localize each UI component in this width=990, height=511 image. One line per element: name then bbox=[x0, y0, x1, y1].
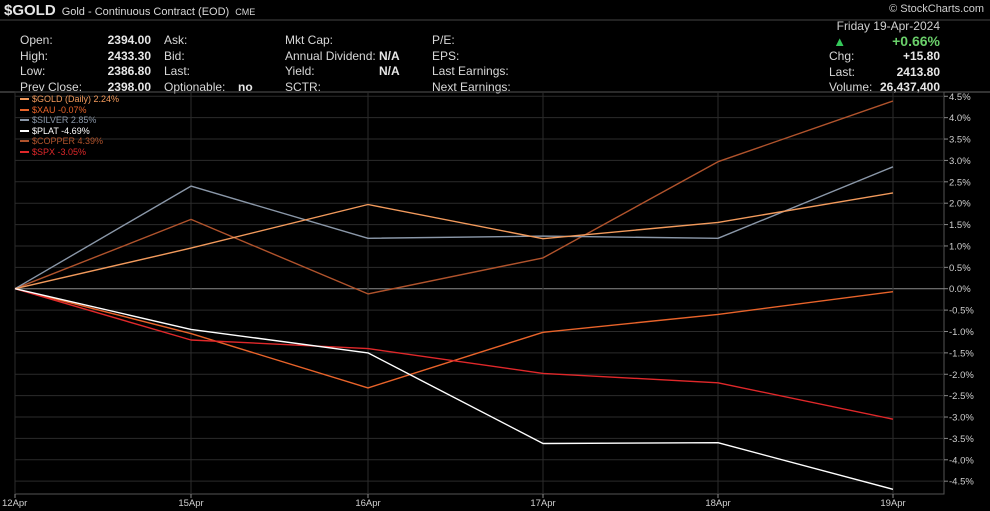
legend-swatch bbox=[20, 108, 29, 111]
legend-item[interactable]: $COPPER 4.39% bbox=[20, 136, 119, 147]
legend-item[interactable]: $SILVER 2.85% bbox=[20, 115, 119, 126]
y-tick-label: 1.0% bbox=[949, 241, 971, 252]
contract-description: Gold - Continuous Contract (EOD) bbox=[61, 6, 230, 18]
series-line bbox=[14, 100, 894, 295]
series-line bbox=[14, 288, 894, 420]
prev-close-label: Prev Close: bbox=[20, 79, 83, 94]
legend-label: $GOLD (Daily) 2.24% bbox=[32, 94, 120, 104]
y-tick-label: -2.5% bbox=[949, 391, 974, 402]
sctr-label: SCTR: bbox=[285, 79, 321, 94]
stat-labels: Chg: Last: Volume: bbox=[829, 49, 872, 96]
exchange-label: CME bbox=[235, 7, 256, 17]
legend-item[interactable]: $XAU -0.07% bbox=[20, 105, 119, 116]
last-earnings-label: Last Earnings: bbox=[432, 64, 509, 78]
annual-dividend-label: Annual Dividend: bbox=[285, 48, 376, 63]
legend-swatch bbox=[20, 98, 29, 101]
y-tick-label: 3.0% bbox=[949, 156, 971, 167]
pct-change-row: ▲ +0.66% bbox=[833, 33, 940, 49]
legend-swatch bbox=[20, 119, 29, 122]
last-price-label: Last: bbox=[829, 64, 856, 79]
legend-swatch bbox=[20, 129, 29, 132]
y-tick-label: 0.5% bbox=[949, 263, 971, 274]
legend-item[interactable]: $PLAT -4.69% bbox=[20, 126, 119, 137]
symbol-label[interactable]: $GOLD bbox=[4, 2, 56, 19]
quote-column-3: Mkt Cap: Annual Dividend: N/A Yield: N/A S… bbox=[285, 33, 405, 95]
yield-label: Yield: bbox=[285, 64, 315, 78]
next-earnings-label: Next Earnings: bbox=[432, 79, 511, 94]
legend-item[interactable]: $GOLD (Daily) 2.24% bbox=[20, 94, 119, 105]
x-tick-label: 18Apr bbox=[705, 498, 730, 509]
quote-date: Friday 19-Apr-2024 bbox=[836, 19, 940, 33]
y-tick-label: -4.5% bbox=[949, 477, 974, 488]
chg-label: Chg: bbox=[829, 49, 855, 63]
y-tick-label: 0.0% bbox=[949, 284, 971, 295]
x-tick-label: 16Apr bbox=[355, 498, 380, 509]
y-tick-label: -2.0% bbox=[949, 370, 974, 381]
y-tick-label: -1.5% bbox=[949, 348, 974, 359]
quote-column-4: P/E: EPS: Last Earnings: Next Earnings: bbox=[432, 33, 542, 95]
optionable-value: no bbox=[238, 79, 253, 94]
series-line bbox=[14, 288, 894, 490]
x-tick-label: 15Apr bbox=[178, 498, 203, 509]
x-tick-label: 12Apr bbox=[2, 498, 27, 509]
quote-column-2: Ask: Bid: Last: Optionable: no bbox=[164, 33, 264, 95]
stockcharts-logo[interactable]: © StockCharts.com bbox=[889, 3, 984, 15]
chart-title: $GOLD Gold - Continuous Contract (EOD) C… bbox=[4, 2, 255, 20]
legend-label: $SPX -3.05% bbox=[32, 146, 87, 157]
y-tick-label: -3.0% bbox=[949, 413, 974, 424]
prev-close-value: 2398.00 bbox=[107, 79, 151, 94]
legend-label: $XAU -0.07% bbox=[32, 104, 87, 115]
plot-area bbox=[14, 91, 945, 495]
stat-values: +15.80 2413.80 26,437,400 bbox=[880, 49, 940, 96]
series-line bbox=[14, 192, 894, 290]
volume-label: Volume: bbox=[829, 80, 873, 94]
chart-legend: $GOLD (Daily) 2.24% $XAU -0.07% $SILVER 2.… bbox=[20, 94, 119, 157]
high-label: High: bbox=[20, 48, 49, 63]
y-tick-label: -1.0% bbox=[949, 327, 974, 338]
open-value: 2394.00 bbox=[107, 33, 151, 47]
up-arrow-icon: ▲ bbox=[833, 33, 847, 49]
y-tick-label: 4.0% bbox=[949, 113, 971, 124]
legend-label: $PLAT -4.69% bbox=[32, 125, 90, 136]
volume-value: 26,437,400 bbox=[879, 80, 940, 94]
ask-label: Ask: bbox=[164, 33, 188, 47]
legend-label: $SILVER 2.85% bbox=[32, 115, 97, 125]
bid-label: Bid: bbox=[164, 48, 185, 63]
low-value: 2386.80 bbox=[107, 64, 151, 78]
y-tick-label: -4.0% bbox=[949, 455, 974, 466]
chg-value: +15.80 bbox=[902, 49, 940, 63]
low-label: Low: bbox=[20, 64, 46, 78]
y-tick-label: 2.5% bbox=[949, 177, 971, 188]
pe-label: P/E: bbox=[432, 33, 455, 47]
y-tick-label: 1.5% bbox=[949, 220, 971, 231]
x-tick-label: 19Apr bbox=[880, 498, 905, 509]
high-value: 2433.30 bbox=[107, 48, 151, 63]
legend-label: $COPPER 4.39% bbox=[32, 136, 104, 146]
eps-label: EPS: bbox=[432, 48, 460, 63]
y-tick-label: -0.5% bbox=[949, 306, 974, 317]
legend-swatch bbox=[20, 150, 29, 153]
annual-dividend-value: N/A bbox=[379, 48, 400, 63]
quote-column-1: Open: 2394.00 High: 2433.30 Low: 2386.80 Pr… bbox=[20, 33, 151, 95]
mkt-cap-label: Mkt Cap: bbox=[285, 33, 334, 47]
legend-item[interactable]: $SPX -3.05% bbox=[20, 147, 119, 158]
y-tick-label: 4.5% bbox=[949, 92, 971, 103]
y-tick-label: 3.5% bbox=[949, 135, 971, 146]
series-line bbox=[14, 288, 894, 389]
y-tick-label: 2.0% bbox=[949, 199, 971, 210]
legend-swatch bbox=[20, 140, 29, 143]
last-price-value: 2413.80 bbox=[896, 64, 940, 79]
y-tick-label: -3.5% bbox=[949, 434, 974, 445]
yield-value: N/A bbox=[379, 64, 400, 78]
open-label: Open: bbox=[20, 33, 53, 47]
last-label: Last: bbox=[164, 64, 191, 78]
series-line bbox=[14, 166, 894, 290]
pct-change-value: +0.66% bbox=[892, 33, 940, 49]
x-tick-label: 17Apr bbox=[530, 498, 555, 509]
optionable-label: Optionable: bbox=[164, 79, 226, 94]
